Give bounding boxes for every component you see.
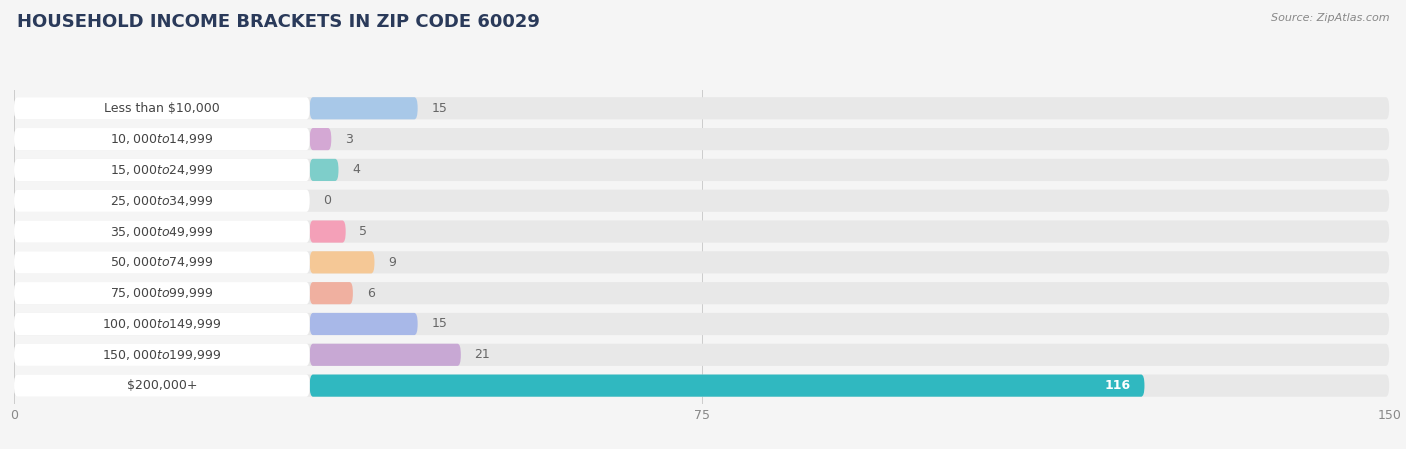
FancyBboxPatch shape — [14, 189, 1389, 212]
Text: 6: 6 — [367, 286, 374, 299]
FancyBboxPatch shape — [14, 128, 309, 150]
FancyBboxPatch shape — [14, 159, 1389, 181]
FancyBboxPatch shape — [14, 374, 1389, 397]
Text: $150,000 to $199,999: $150,000 to $199,999 — [103, 348, 222, 362]
Text: HOUSEHOLD INCOME BRACKETS IN ZIP CODE 60029: HOUSEHOLD INCOME BRACKETS IN ZIP CODE 60… — [17, 13, 540, 31]
Text: $35,000 to $49,999: $35,000 to $49,999 — [110, 224, 214, 238]
FancyBboxPatch shape — [309, 220, 346, 242]
FancyBboxPatch shape — [14, 251, 309, 273]
Text: 15: 15 — [432, 317, 447, 330]
Text: $15,000 to $24,999: $15,000 to $24,999 — [110, 163, 214, 177]
Text: 0: 0 — [323, 194, 332, 207]
FancyBboxPatch shape — [14, 97, 1389, 119]
FancyBboxPatch shape — [14, 282, 1389, 304]
Text: $50,000 to $74,999: $50,000 to $74,999 — [110, 255, 214, 269]
FancyBboxPatch shape — [14, 251, 1389, 273]
Text: $10,000 to $14,999: $10,000 to $14,999 — [110, 132, 214, 146]
Text: Source: ZipAtlas.com: Source: ZipAtlas.com — [1271, 13, 1389, 23]
Text: Less than $10,000: Less than $10,000 — [104, 102, 219, 115]
Text: 21: 21 — [475, 348, 491, 361]
FancyBboxPatch shape — [309, 128, 332, 150]
Text: 116: 116 — [1105, 379, 1130, 392]
FancyBboxPatch shape — [309, 374, 1144, 397]
FancyBboxPatch shape — [309, 282, 353, 304]
FancyBboxPatch shape — [309, 343, 461, 366]
Text: $100,000 to $149,999: $100,000 to $149,999 — [103, 317, 222, 331]
FancyBboxPatch shape — [14, 313, 1389, 335]
FancyBboxPatch shape — [14, 128, 1389, 150]
FancyBboxPatch shape — [14, 343, 1389, 366]
FancyBboxPatch shape — [14, 220, 1389, 242]
Text: 3: 3 — [344, 132, 353, 145]
FancyBboxPatch shape — [14, 343, 309, 366]
FancyBboxPatch shape — [14, 159, 309, 181]
FancyBboxPatch shape — [309, 251, 374, 273]
Text: $25,000 to $34,999: $25,000 to $34,999 — [110, 194, 214, 208]
Text: 9: 9 — [388, 256, 396, 269]
Text: 15: 15 — [432, 102, 447, 115]
Text: 4: 4 — [353, 163, 360, 176]
FancyBboxPatch shape — [309, 97, 418, 119]
FancyBboxPatch shape — [309, 313, 418, 335]
FancyBboxPatch shape — [309, 159, 339, 181]
FancyBboxPatch shape — [14, 97, 309, 119]
FancyBboxPatch shape — [14, 282, 309, 304]
FancyBboxPatch shape — [14, 374, 309, 397]
Text: $75,000 to $99,999: $75,000 to $99,999 — [110, 286, 214, 300]
Text: $200,000+: $200,000+ — [127, 379, 197, 392]
FancyBboxPatch shape — [14, 220, 309, 242]
FancyBboxPatch shape — [14, 189, 309, 212]
Text: 5: 5 — [360, 225, 367, 238]
FancyBboxPatch shape — [14, 313, 309, 335]
